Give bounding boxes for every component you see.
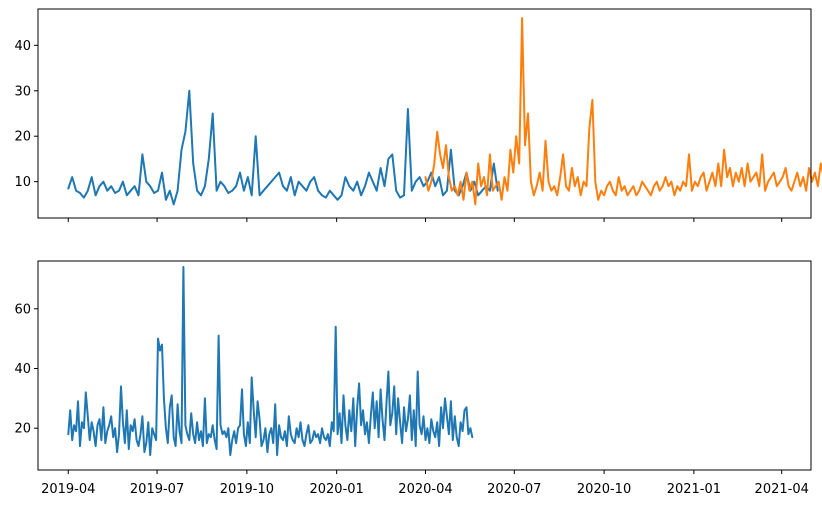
axes-frame <box>37 8 812 219</box>
y-tick-label: 20 <box>14 422 31 437</box>
x-tick-label: 2021-04 <box>755 482 809 497</box>
x-tick-label: 2021-01 <box>667 482 721 497</box>
x-tick-label: 2019-04 <box>41 482 95 497</box>
x-tick-label: 2020-01 <box>309 482 363 497</box>
series-line-2 <box>424 17 822 206</box>
y-tick-label: 30 <box>14 84 31 99</box>
x-tick-label: 2019-10 <box>220 482 274 497</box>
top-subplot: 10 20 30 40 <box>14 8 822 222</box>
y-tick-label: 20 <box>14 130 31 145</box>
x-tick-label: 2019-07 <box>130 482 184 497</box>
series-line-1 <box>67 266 474 457</box>
x-tick-label: 2020-10 <box>577 482 631 497</box>
series-line-1 <box>67 89 499 206</box>
y-tick-label: 60 <box>14 302 31 317</box>
y-tick-label: 40 <box>14 362 31 377</box>
y-tick-label: 10 <box>14 175 31 190</box>
axes-frame <box>37 260 812 471</box>
y-tick-label: 40 <box>14 39 31 54</box>
bottom-subplot: 20 40 60 2019-04 2019-07 2019-10 2020-01 2020-0… <box>14 260 812 497</box>
x-tick-label: 2020-04 <box>398 482 452 497</box>
x-tick-label: 2020-07 <box>487 482 541 497</box>
